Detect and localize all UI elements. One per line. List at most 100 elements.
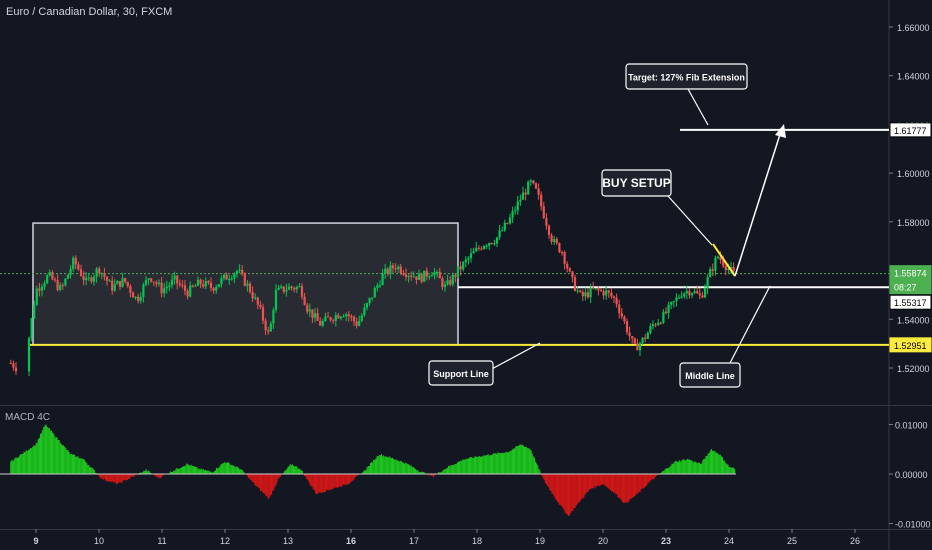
candle-body-199 xyxy=(537,188,540,195)
candle-body-234 xyxy=(628,332,631,337)
candle-body-230 xyxy=(618,304,621,313)
candle-body-53 xyxy=(157,282,161,285)
candle-body-39 xyxy=(121,278,124,287)
candle-body-251 xyxy=(672,301,675,303)
candle-body-115 xyxy=(319,320,322,326)
candle-body-158 xyxy=(430,275,434,277)
candle-body-117 xyxy=(324,316,327,321)
candle-body-81 xyxy=(230,278,233,280)
candle-body-161 xyxy=(438,272,441,279)
candle-body-60 xyxy=(176,275,179,284)
candle-body-71 xyxy=(204,281,207,287)
candle-body-24 xyxy=(82,275,85,281)
candle-body-194 xyxy=(524,192,527,195)
candle-body-217 xyxy=(584,292,587,297)
candle-body-248 xyxy=(664,311,668,314)
middle-price-label-bg xyxy=(889,294,932,310)
target-price-label-bg xyxy=(889,122,932,138)
candle-body-116 xyxy=(321,320,324,326)
candle-body-160 xyxy=(436,272,439,274)
candle-body-99 xyxy=(277,287,280,290)
candle-body-256 xyxy=(685,291,688,294)
candle-body-216 xyxy=(581,291,584,297)
candle-body-7 xyxy=(38,288,41,291)
macd-tick-0: 0.01000 xyxy=(895,421,928,431)
candle-body-28 xyxy=(92,276,96,282)
buy-setup-callout-label: BUY SETUP xyxy=(602,176,670,190)
candle-body-154 xyxy=(420,273,423,282)
candle-body-140 xyxy=(384,268,387,274)
candle-body-187 xyxy=(506,222,509,224)
time-tick-5: 16 xyxy=(346,536,356,546)
candle-body-93 xyxy=(261,307,265,321)
candle-body-209 xyxy=(563,252,566,264)
candle-body-246 xyxy=(659,322,662,324)
candle-body-167 xyxy=(454,274,457,277)
candle-body-77 xyxy=(220,278,223,285)
candle-body-55 xyxy=(163,288,166,294)
candle-body-219 xyxy=(589,287,592,298)
candle-body-229 xyxy=(615,297,618,305)
candle-body-3 xyxy=(27,338,31,372)
candle-body-181 xyxy=(490,243,493,245)
candle-body-63 xyxy=(183,285,187,291)
candle-body-155 xyxy=(423,270,426,282)
candle-body-159 xyxy=(433,272,436,276)
time-tick-7: 18 xyxy=(472,536,482,546)
candle-body-236 xyxy=(633,338,636,344)
candle-body-133 xyxy=(365,303,369,308)
target-callout-box xyxy=(625,63,748,90)
candle-body-1 xyxy=(12,363,15,368)
time-tick-3: 12 xyxy=(220,536,230,546)
candle-body-223 xyxy=(599,290,603,292)
candle-body-82 xyxy=(233,273,236,279)
candle-body-215 xyxy=(579,290,582,292)
candle-body-204 xyxy=(550,235,553,242)
candle-body-129 xyxy=(355,321,358,326)
candle-body-97 xyxy=(272,309,275,324)
candle-body-131 xyxy=(360,315,363,321)
candle-body-146 xyxy=(399,266,402,273)
candle-body-168 xyxy=(456,266,460,277)
candle-body-42 xyxy=(129,285,132,293)
time-tick-1: 10 xyxy=(94,536,104,546)
candle-body-270 xyxy=(722,260,725,266)
candle-body-241 xyxy=(646,332,649,339)
candle-body-262 xyxy=(701,295,704,298)
support-callout-pointer xyxy=(489,342,541,371)
candle-body-61 xyxy=(178,283,181,285)
candle-body-108 xyxy=(300,286,304,297)
candle-body-184 xyxy=(498,230,501,238)
candle-body-254 xyxy=(680,296,683,298)
target-price-label: 1.61777 xyxy=(894,126,927,136)
candle-body-64 xyxy=(186,290,189,297)
candle-body-259 xyxy=(693,291,696,294)
candle-body-95 xyxy=(267,330,270,332)
candle-body-114 xyxy=(316,313,319,321)
candle-body-80 xyxy=(228,279,231,281)
candle-body-156 xyxy=(425,270,428,277)
candle-body-182 xyxy=(493,243,496,245)
candle-body-34 xyxy=(108,280,111,282)
candle-body-10 xyxy=(46,275,49,284)
candle-body-249 xyxy=(667,304,670,314)
candle-body-79 xyxy=(225,274,228,280)
candle-body-190 xyxy=(514,210,517,212)
candle-body-69 xyxy=(199,279,202,285)
candle-body-240 xyxy=(644,337,647,339)
candle-body-157 xyxy=(428,276,431,278)
current-price-label: 1.55874 xyxy=(894,269,927,279)
candle-body-2 xyxy=(14,367,18,372)
candle-body-66 xyxy=(191,285,194,287)
candle-body-207 xyxy=(558,243,561,253)
candle-body-185 xyxy=(501,230,504,232)
candle-body-12 xyxy=(51,272,54,280)
candle-body-33 xyxy=(105,276,109,281)
candle-body-265 xyxy=(709,269,712,278)
candle-body-233 xyxy=(625,321,629,333)
time-tick-12: 25 xyxy=(787,536,797,546)
candle-body-235 xyxy=(631,336,634,339)
candle-body-260 xyxy=(696,291,699,294)
